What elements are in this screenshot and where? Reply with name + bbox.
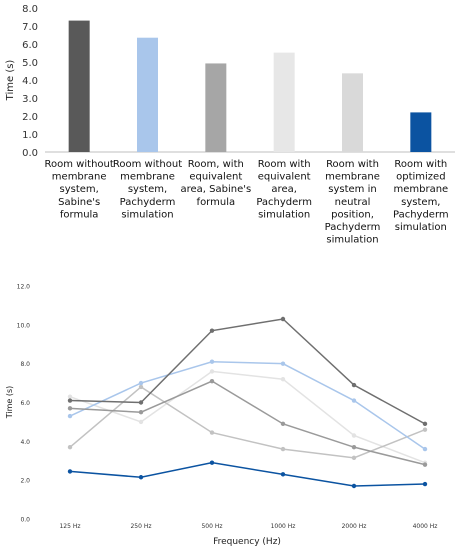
bar-y-tick-label: 4.0 (22, 76, 38, 87)
bar-chart-bars (68, 20, 432, 153)
series-point (209, 378, 215, 384)
series-point (209, 430, 215, 435)
bar-chart-ylabel: Time (s) (5, 60, 16, 102)
series-point (351, 398, 357, 403)
series-point (67, 413, 73, 419)
series-point (138, 400, 144, 405)
bar-chart-y-ticks: 0.0 1.0 2.0 3.0 4.0 5.0 6.0 7.0 8.0 (22, 4, 38, 159)
series-point (422, 421, 428, 427)
series-point (209, 369, 215, 374)
series-point (138, 419, 144, 425)
series-point (280, 446, 286, 452)
series-line (69, 461, 426, 487)
series-line (69, 380, 426, 466)
line-series-4 (67, 378, 428, 467)
bar-category-label: Room, with equivalent area, Sabine's formul… (180, 159, 251, 208)
series-point (67, 469, 73, 474)
line-x-tick-label: 250 Hz (130, 523, 151, 530)
series-line (69, 318, 426, 425)
bar-category-label: Room with optimized membrane system, Pachyde… (393, 159, 449, 233)
line-x-tick-label: 500 Hz (201, 523, 222, 530)
series-line (69, 386, 426, 459)
bar (410, 112, 432, 152)
series-point (280, 421, 286, 427)
series-point (422, 460, 428, 465)
bar-y-tick-label: 5.0 (22, 58, 38, 69)
line-chart-x-ticks: 125 Hz 250 Hz 500 Hz 1000 Hz 2000 Hz 4000 Hz (59, 523, 437, 530)
bar-category-label: Room without membrane system, Pachyderm simu… (113, 159, 182, 220)
bar (205, 63, 227, 152)
bar-chart-categories: Room without membrane system, Sabine's formu… (45, 159, 449, 246)
line-y-tick-label: 12.0 (17, 284, 31, 291)
bar-category-label: Room with equivalent area, Pachyderm simulat… (256, 159, 312, 220)
series-point (138, 475, 144, 480)
bar-y-tick-label: 3.0 (22, 94, 38, 105)
series-point (351, 382, 357, 388)
series-point (422, 427, 428, 432)
series-point (209, 359, 215, 364)
line-y-tick-label: 8.0 (20, 361, 30, 368)
series-point (280, 472, 286, 477)
line-series-6 (67, 460, 428, 489)
line-chart-series (67, 316, 428, 489)
line-x-tick-label: 125 Hz (59, 523, 80, 530)
line-y-tick-label: 2.0 (20, 478, 30, 485)
bar-chart: Time (s) 0.0 1.0 2.0 3.0 4.0 5.0 6.0 7.0 8.0 Roo… (5, 4, 455, 246)
line-y-tick-label: 4.0 (20, 439, 30, 446)
series-line (69, 360, 426, 450)
line-x-tick-label: 2000 Hz (342, 523, 367, 530)
series-point (351, 455, 357, 461)
series-point (67, 394, 73, 399)
series-point (280, 377, 286, 382)
line-chart-y-ticks: 0.0 2.0 4.0 6.0 8.0 10.0 12.0 (17, 284, 31, 524)
line-y-tick-label: 6.0 (20, 400, 30, 407)
bar-y-tick-label: 0.0 (22, 148, 38, 159)
series-line (69, 370, 426, 464)
bar-y-tick-label: 1.0 (22, 130, 38, 141)
line-chart-xlabel: Frequency (Hz) (213, 537, 281, 547)
series-point (138, 380, 144, 386)
series-point (280, 316, 286, 322)
series-point (280, 361, 286, 366)
series-point (351, 433, 357, 438)
line-series-5 (67, 316, 428, 427)
line-y-tick-label: 0.0 (20, 517, 30, 524)
bar-y-tick-label: 7.0 (22, 22, 38, 33)
series-point (422, 481, 428, 487)
line-y-tick-label: 10.0 (17, 322, 31, 329)
bar-y-tick-label: 8.0 (22, 4, 38, 15)
bar (273, 52, 295, 152)
line-series-3 (67, 359, 428, 452)
bar-category-label: Room with membrane system in neutral positio… (325, 159, 381, 246)
series-point (351, 444, 357, 450)
line-chart-ylabel: Time (s) (5, 386, 14, 420)
line-x-tick-label: 1000 Hz (271, 523, 296, 530)
series-point (138, 410, 144, 415)
series-point (209, 328, 215, 333)
bar (68, 20, 90, 152)
bar-y-tick-label: 2.0 (22, 112, 38, 123)
bar (137, 37, 158, 153)
series-point (67, 406, 73, 411)
bar (342, 73, 363, 152)
series-point (209, 460, 215, 465)
series-point (138, 384, 144, 390)
line-series-1 (67, 369, 428, 465)
series-point (422, 446, 428, 452)
series-point (351, 483, 357, 489)
series-point (422, 462, 428, 467)
line-series-2 (67, 384, 428, 461)
series-point (67, 398, 73, 403)
series-point (67, 444, 73, 450)
bar-y-tick-label: 6.0 (22, 40, 38, 51)
bar-category-label: Room without membrane system, Sabine's formu… (45, 159, 114, 220)
line-x-tick-label: 4000 Hz (413, 523, 438, 530)
